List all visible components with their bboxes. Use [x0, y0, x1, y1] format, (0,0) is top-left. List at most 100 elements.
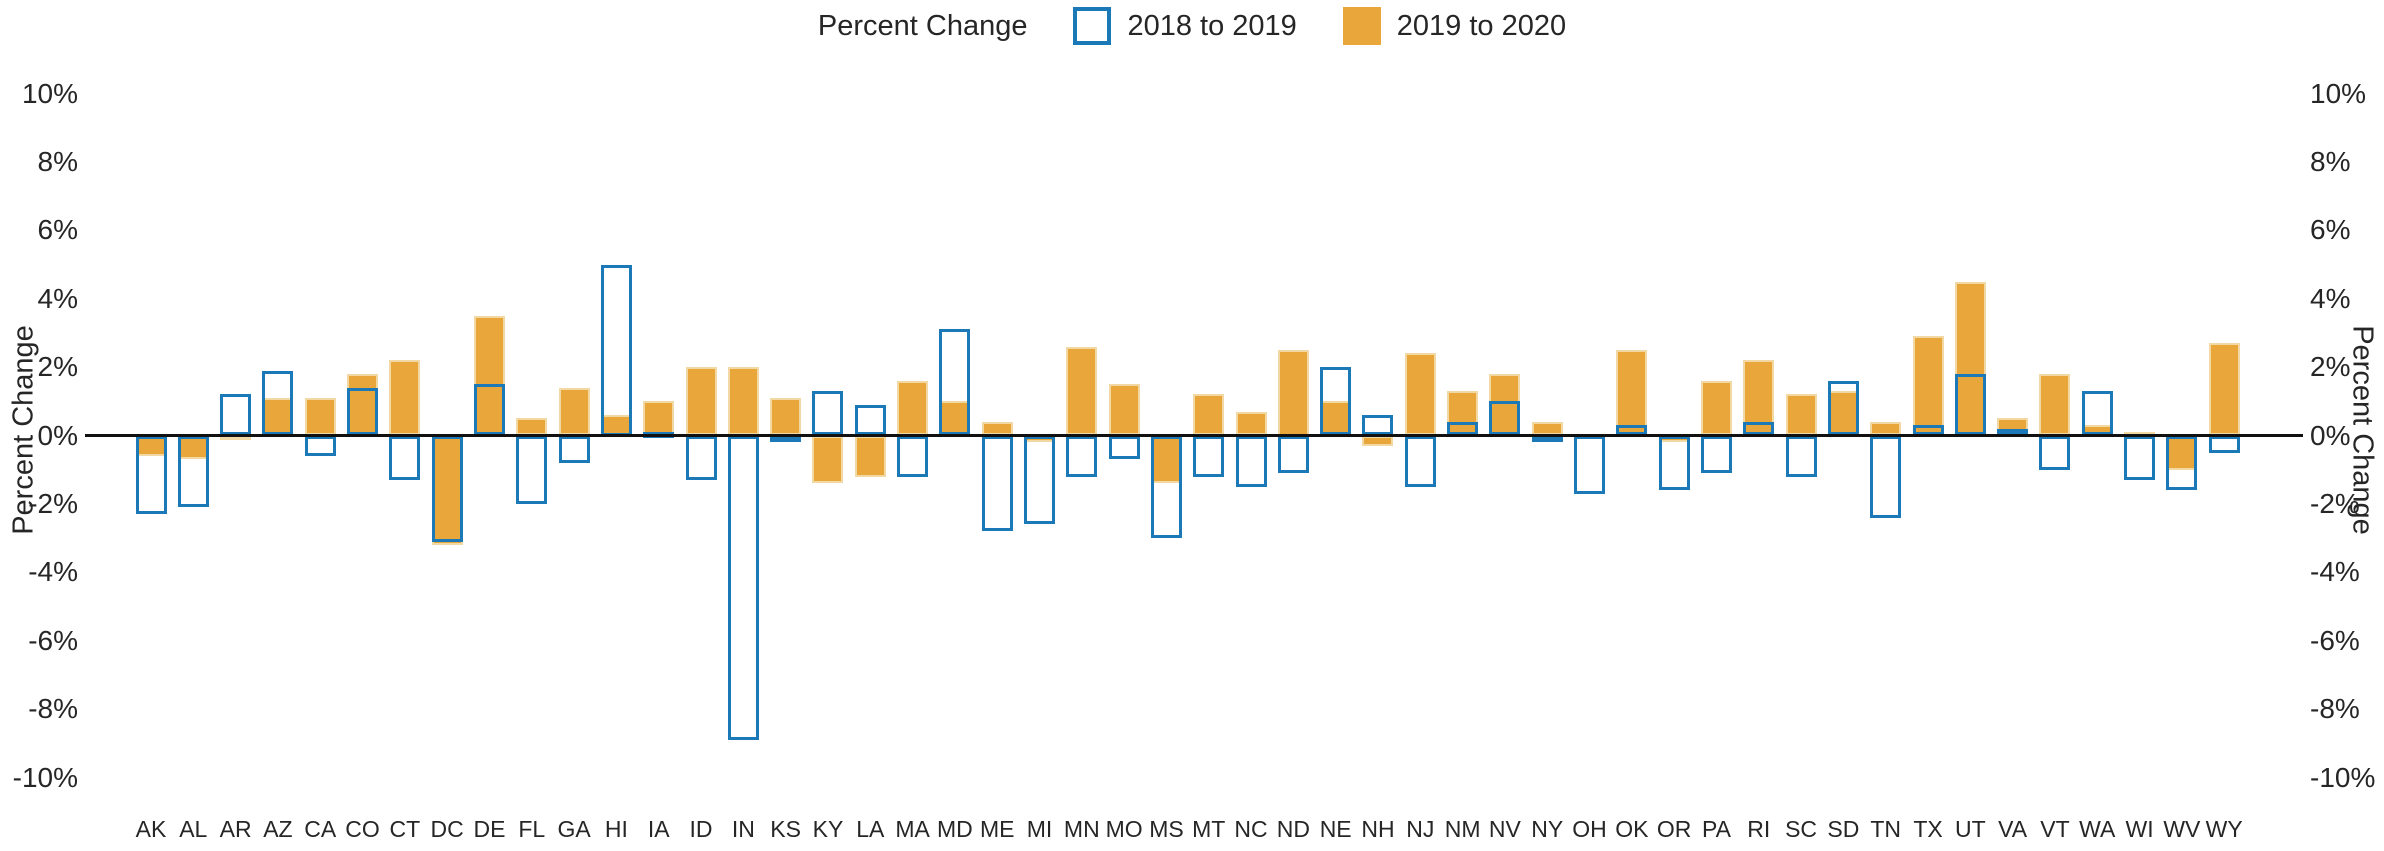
bar-2019-to-2020-TX [1912, 336, 1944, 436]
x-axis-label-ND: ND [1276, 816, 1310, 842]
x-axis-label-OR: OR [1656, 816, 1692, 842]
bar-2018-to-2019-WI [2124, 435, 2156, 480]
x-axis-label-SC: SC [1785, 816, 1818, 842]
bar-2018-to-2019-CT [389, 435, 421, 480]
x-axis-label-RI: RI [1747, 816, 1771, 842]
x-axis-label-MD: MD [936, 816, 973, 842]
x-axis-label-WI: WI [2125, 816, 2154, 842]
bar-2018-to-2019-ND [1277, 435, 1309, 474]
bar-2019-to-2020-NH [1362, 435, 1394, 446]
x-axis-label-CO: CO [345, 816, 380, 842]
bar-2018-to-2019-CO [347, 387, 379, 436]
x-axis-label-PA: PA [1701, 816, 1731, 842]
y-tick-label-right--2: -2% [2310, 487, 2360, 519]
bar-2018-to-2019-NC [1235, 435, 1267, 487]
bar-2019-to-2020-NC [1235, 411, 1267, 436]
legend-swatch-outline-icon [1073, 7, 1112, 45]
x-axis-label-CT: CT [389, 816, 421, 842]
x-axis-label-WV: WV [2163, 816, 2201, 842]
y-tick-label-right--6: -6% [2310, 624, 2360, 656]
x-axis-label-OH: OH [1572, 816, 1607, 842]
bar-2019-to-2020-IN [727, 367, 759, 436]
x-axis-label-AR: AR [219, 816, 252, 842]
y-tick-label-left--4: -4% [28, 556, 78, 588]
x-axis-label-WY: WY [2205, 816, 2243, 842]
x-axis-label-DE: DE [473, 816, 506, 842]
bar-2019-to-2020-PA [1700, 380, 1732, 436]
x-axis-label-NY: NY [1531, 816, 1564, 842]
y-tick-label-left-6: 6% [37, 214, 78, 246]
legend-label-2018-to-2019: 2018 to 2019 [1127, 9, 1297, 42]
bar-2019-to-2020-UT [1954, 281, 1986, 436]
x-axis-label-AZ: AZ [263, 816, 293, 842]
bar-2018-to-2019-MN [1066, 435, 1098, 477]
bar-2018-to-2019-OR [1658, 435, 1690, 491]
bar-2018-to-2019-KY [812, 391, 844, 436]
x-axis-label-TN: TN [1870, 816, 1902, 842]
x-axis-label-NV: NV [1488, 816, 1521, 842]
bar-2018-to-2019-AR [220, 394, 252, 436]
x-axis-label-KS: KS [770, 816, 801, 842]
y-tick-label-right-2: 2% [2310, 351, 2351, 383]
x-axis-label-NM: NM [1444, 816, 1481, 842]
bar-2018-to-2019-SD [1827, 380, 1859, 436]
bar-2019-to-2020-SC [1785, 394, 1817, 436]
bar-2018-to-2019-NE [1320, 367, 1352, 436]
x-axis-label-MA: MA [895, 816, 930, 842]
y-tick-label-left--10: -10% [12, 761, 78, 793]
bar-2019-to-2020-GA [558, 387, 590, 436]
x-axis-label-OK: OK [1615, 816, 1649, 842]
bar-2018-to-2019-AZ [262, 370, 294, 436]
bar-2019-to-2020-MT [1193, 394, 1225, 436]
x-axis-label-MS: MS [1149, 816, 1184, 842]
bar-2019-to-2020-CA [304, 397, 336, 436]
bar-2019-to-2020-WY [2208, 343, 2240, 436]
y-tick-label-right--4: -4% [2310, 556, 2360, 588]
x-axis-label-KY: KY [812, 816, 844, 842]
x-axis-label-UT: UT [1954, 816, 1986, 842]
zero-axis-line [85, 434, 2303, 437]
bar-2018-to-2019-TN [1870, 435, 1902, 518]
x-axis-label-MI: MI [1026, 816, 1053, 842]
x-axis-label-MO: MO [1105, 816, 1143, 842]
y-tick-label-right-6: 6% [2310, 214, 2351, 246]
x-axis-label-DC: DC [430, 816, 464, 842]
bar-2019-to-2020-FL [516, 418, 548, 436]
bar-2019-to-2020-ID [685, 367, 717, 436]
y-tick-label-right-0: 0% [2310, 419, 2351, 451]
bar-2018-to-2019-ID [685, 435, 717, 480]
y-tick-label-left-4: 4% [37, 282, 78, 314]
x-axis-label-AK: AK [135, 816, 167, 842]
x-axis-label-NH: NH [1361, 816, 1395, 842]
bar-2018-to-2019-VT [2039, 435, 2071, 470]
bar-2018-to-2019-SC [1785, 435, 1817, 477]
bar-2018-to-2019-OH [1574, 435, 1606, 494]
bar-2019-to-2020-IA [643, 401, 675, 436]
bar-2018-to-2019-MA [897, 435, 929, 477]
bar-2018-to-2019-CA [304, 435, 336, 457]
bar-2019-to-2020-CT [389, 360, 421, 436]
x-axis-label-SD: SD [1827, 816, 1860, 842]
bar-2018-to-2019-MT [1193, 435, 1225, 477]
x-axis-label-IN: IN [731, 816, 755, 842]
x-axis-label-GA: GA [557, 816, 591, 842]
x-axis-label-TX: TX [1913, 816, 1943, 842]
y-tick-label-left-2: 2% [37, 351, 78, 383]
y-tick-label-right-8: 8% [2310, 145, 2351, 177]
bar-2018-to-2019-UT [1954, 373, 1986, 436]
bar-2018-to-2019-WA [2081, 391, 2113, 436]
x-axis-label-HI: HI [604, 816, 628, 842]
x-axis-label-VT: VT [2040, 816, 2070, 842]
x-axis-label-NC: NC [1234, 816, 1268, 842]
bar-2018-to-2019-NH [1362, 414, 1394, 436]
y-tick-label-right--10: -10% [2310, 761, 2376, 793]
bar-2018-to-2019-PA [1700, 435, 1732, 474]
bar-2018-to-2019-HI [600, 264, 632, 436]
y-tick-label-left--2: -2% [28, 487, 78, 519]
x-axis-label-MN: MN [1063, 816, 1100, 842]
bar-2018-to-2019-ME [981, 435, 1013, 532]
legend-item-2018-to-2019: 2018 to 2019 [1073, 7, 1297, 45]
bar-2018-to-2019-MI [1024, 435, 1055, 525]
legend-item-2019-to-2020: 2019 to 2020 [1342, 7, 1566, 45]
